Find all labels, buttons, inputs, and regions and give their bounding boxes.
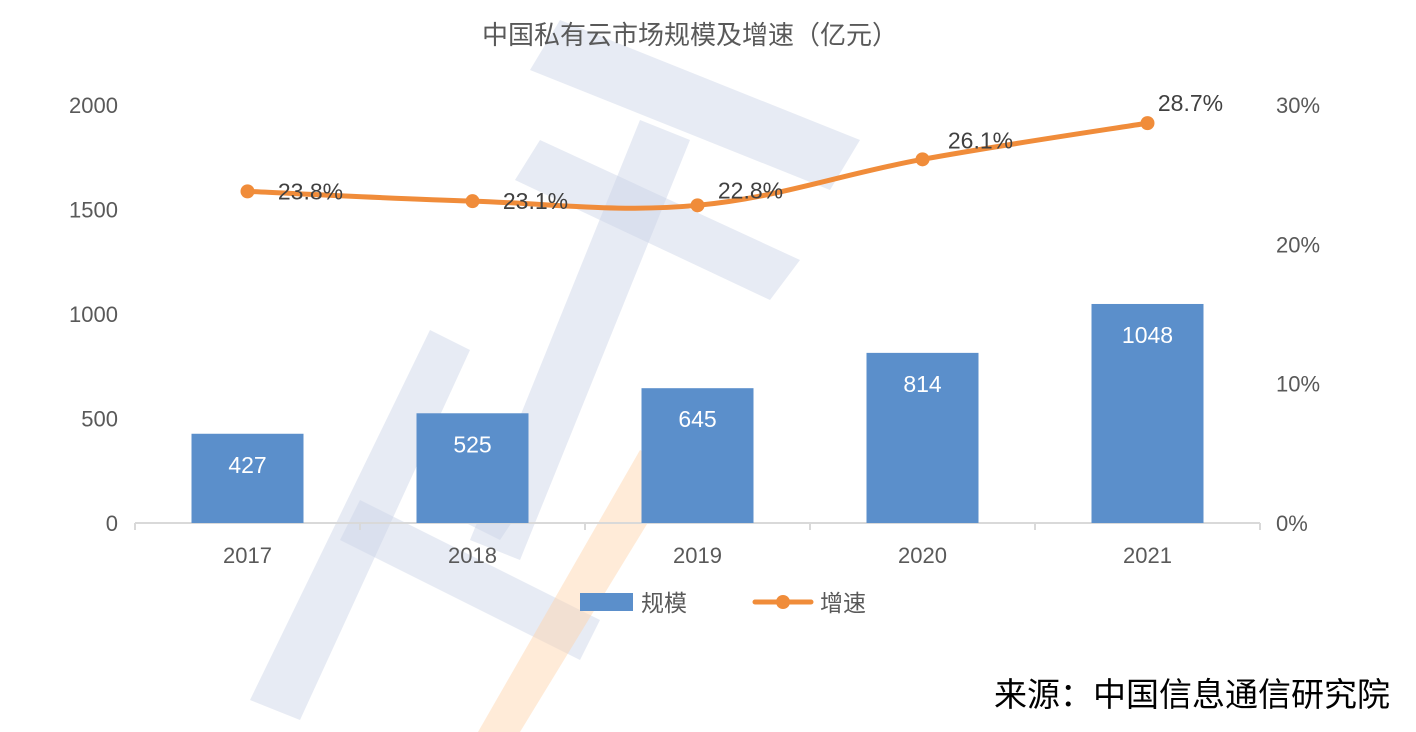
watermark xyxy=(250,20,860,732)
bar xyxy=(191,433,304,523)
bar-data-label: 814 xyxy=(903,371,942,397)
left-axis-tick-label: 2000 xyxy=(69,93,118,118)
left-axis: 0 500 1000 1500 2000 xyxy=(69,93,118,536)
left-axis-tick-label: 0 xyxy=(106,511,118,536)
source-note: 来源：中国信息通信研究院 xyxy=(994,675,1390,714)
x-axis-tick-label: 2019 xyxy=(673,543,722,568)
line-series: 23.8% 23.1% 22.8% 26.1% 28.7% xyxy=(240,90,1223,214)
legend-swatch-bar xyxy=(580,593,633,611)
bar xyxy=(1091,303,1204,523)
watermark-shape xyxy=(530,20,860,190)
right-axis: 0% 10% 20% 30% xyxy=(1276,93,1320,536)
line-marker xyxy=(1140,116,1155,131)
bar-series: 427 525 645 814 1048 xyxy=(191,303,1204,523)
x-axis-tick-label: 2017 xyxy=(223,543,272,568)
watermark-shape xyxy=(478,450,680,732)
line-data-label: 22.8% xyxy=(718,177,783,203)
left-axis-tick-label: 500 xyxy=(81,407,118,432)
x-axis: 2017 2018 2019 2020 2021 xyxy=(134,522,1261,568)
bar-data-label: 645 xyxy=(678,406,716,432)
legend-swatch-marker xyxy=(776,595,790,609)
bar xyxy=(866,352,979,523)
x-axis-tick-label: 2018 xyxy=(448,543,497,568)
line-data-label: 26.1% xyxy=(948,127,1013,153)
legend-label-line: 增速 xyxy=(820,590,866,616)
chart-title: 中国私有云市场规模及增速（亿元） xyxy=(482,20,898,50)
line-data-label: 28.7% xyxy=(1158,90,1223,116)
x-axis-tick-label: 2020 xyxy=(898,543,947,568)
watermark-shape xyxy=(340,500,600,660)
left-axis-tick-label: 1000 xyxy=(69,302,118,327)
x-axis-tick-label: 2021 xyxy=(1123,543,1172,568)
line-data-label: 23.8% xyxy=(278,178,343,204)
line-marker xyxy=(915,152,930,167)
legend: 规模 增速 xyxy=(580,590,866,616)
right-axis-tick-label: 20% xyxy=(1276,232,1320,257)
bar xyxy=(641,388,754,523)
bar-data-label: 525 xyxy=(453,431,491,457)
bar-data-label: 1048 xyxy=(1122,322,1173,348)
right-axis-tick-label: 0% xyxy=(1276,511,1308,536)
legend-label-bar: 规模 xyxy=(641,590,687,616)
line-marker xyxy=(690,198,705,213)
right-axis-tick-label: 30% xyxy=(1276,93,1320,118)
bar xyxy=(416,413,529,523)
right-axis-tick-label: 10% xyxy=(1276,372,1320,397)
left-axis-tick-label: 1500 xyxy=(69,198,118,223)
line-marker xyxy=(240,184,255,199)
watermark-shape xyxy=(515,140,800,300)
bar-data-label: 427 xyxy=(228,452,266,478)
line-data-label: 23.1% xyxy=(503,188,568,214)
line-marker xyxy=(465,194,480,209)
